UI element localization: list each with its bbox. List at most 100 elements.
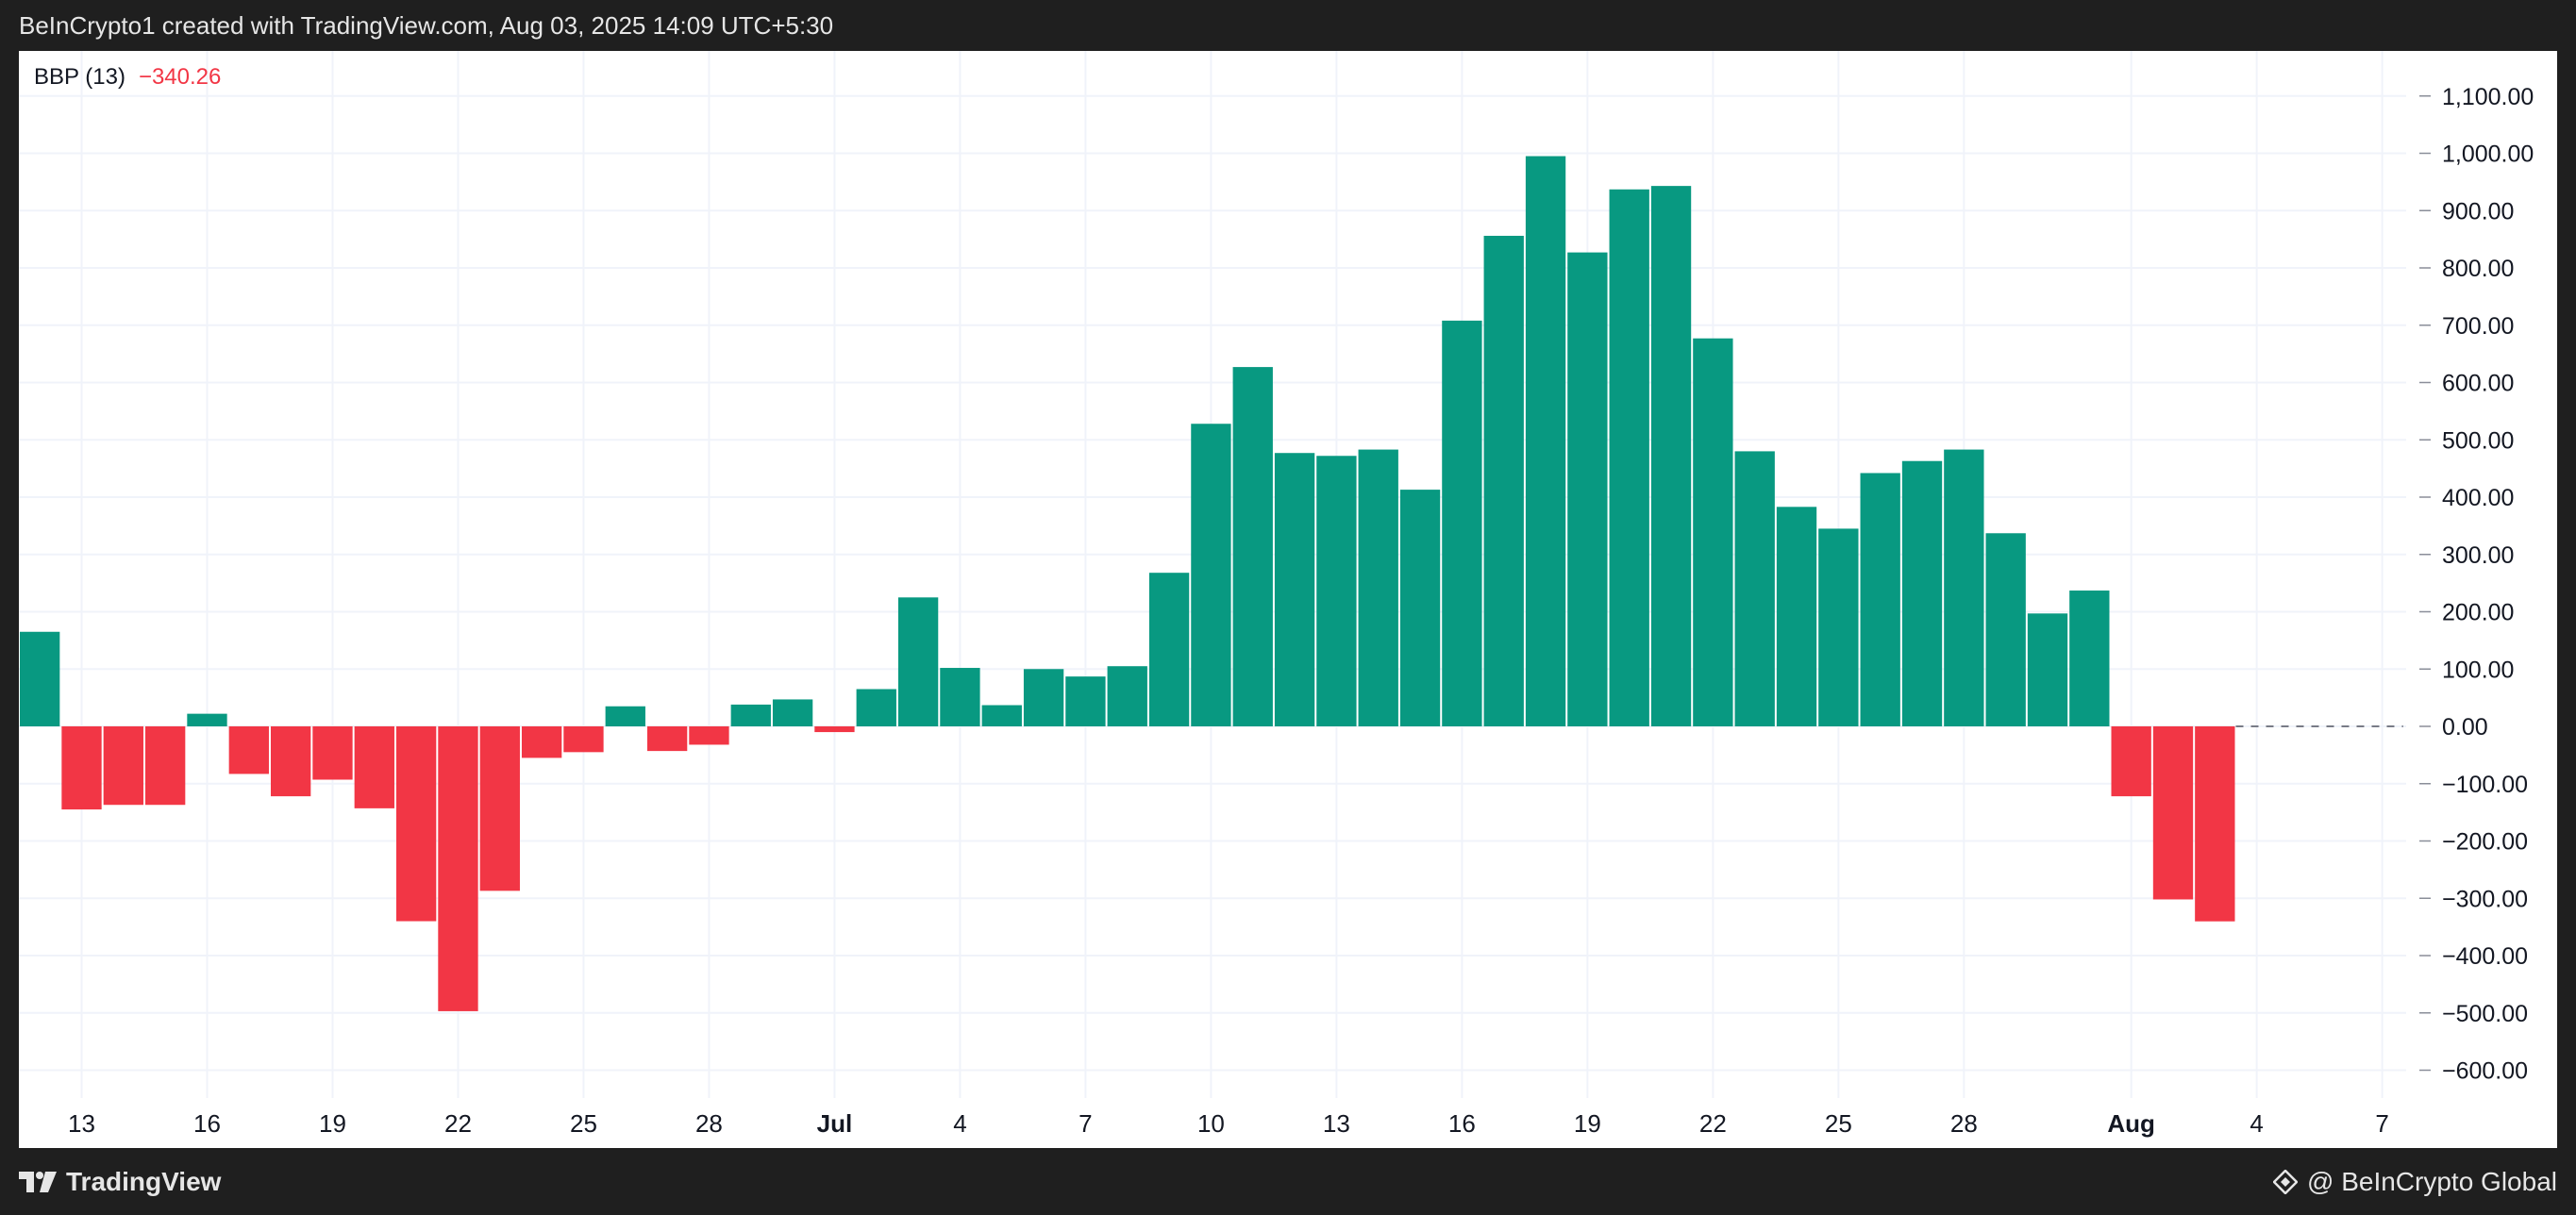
x-tick-label: 13: [68, 1109, 95, 1138]
bar-positive: [1483, 235, 1524, 727]
bar-positive: [940, 668, 980, 726]
bar-positive: [1065, 676, 1106, 726]
x-tick-label: 13: [1323, 1109, 1350, 1138]
bar-negative: [2111, 726, 2151, 797]
x-tick-label: 28: [695, 1109, 723, 1138]
y-tick-label: 900.00: [2442, 198, 2514, 225]
x-tick-label: 10: [1197, 1109, 1225, 1138]
tradingview-brand[interactable]: TradingView: [19, 1167, 221, 1197]
y-tick-label: −500.00: [2442, 1001, 2528, 1027]
bar-negative: [312, 726, 353, 780]
bar-positive: [897, 597, 939, 726]
bar-positive: [1650, 186, 1692, 726]
x-tick-label: Aug: [2107, 1109, 2155, 1138]
bar-negative: [521, 726, 562, 758]
x-tick-label: 7: [2375, 1109, 2388, 1138]
x-tick-label: 16: [1448, 1109, 1476, 1138]
x-tick-label: 7: [1079, 1109, 1092, 1138]
bar-negative: [395, 726, 437, 922]
bar-positive: [1148, 573, 1190, 726]
y-tick-label: 600.00: [2442, 371, 2514, 397]
indicator-legend[interactable]: BBP (13) −340.26: [34, 64, 221, 91]
credit: @ BeInCrypto Global: [2273, 1167, 2557, 1197]
x-tick-label: 25: [570, 1109, 597, 1138]
y-tick-label: 300.00: [2442, 542, 2514, 569]
diamond-logo-icon: [2273, 1169, 2298, 1194]
bar-positive: [1274, 453, 1315, 726]
bar-positive: [1525, 156, 1566, 727]
brand-label: TradingView: [66, 1166, 222, 1196]
bar-positive: [1191, 424, 1231, 726]
bar-positive: [730, 704, 771, 726]
bar-negative: [2152, 726, 2194, 900]
bar-positive: [1818, 528, 1859, 726]
chart-panel[interactable]: 1,100.00 1,000.00 900.00 800.00 700.00 600.00…: [19, 51, 2557, 1148]
y-tick-label: 1,100.00: [2442, 84, 2534, 110]
bar-negative: [2195, 726, 2235, 922]
bar-positive: [2069, 591, 2110, 726]
y-tick-label: 400.00: [2442, 485, 2514, 511]
y-tick-label: 100.00: [2442, 657, 2514, 683]
bar-positive: [1567, 252, 1608, 726]
bar-positive: [187, 713, 227, 726]
bar-negative: [479, 726, 520, 891]
y-tick-label: −400.00: [2442, 943, 2528, 970]
tradingview-logo-icon: [19, 1171, 57, 1192]
bar-positive: [1734, 451, 1775, 726]
x-tick-label: 22: [444, 1109, 472, 1138]
bar-positive: [1609, 189, 1649, 726]
x-tick-label: 22: [1699, 1109, 1727, 1138]
bar-negative: [563, 726, 604, 753]
bar-negative: [354, 726, 394, 808]
bar-positive: [1944, 449, 1984, 726]
credit-label: @ BeInCrypto Global: [2307, 1166, 2557, 1196]
bar-negative: [646, 726, 688, 752]
y-tick-label: 500.00: [2442, 427, 2514, 454]
bar-positive: [1693, 338, 1733, 726]
bar-positive: [1399, 490, 1441, 726]
x-tick-label: 19: [319, 1109, 346, 1138]
x-tick-label: Jul: [817, 1109, 853, 1138]
bar-negative: [438, 726, 478, 1011]
y-tick-label: 700.00: [2442, 313, 2514, 340]
caption: BeInCrypto1 created with TradingView.com…: [19, 11, 834, 40]
bar-positive: [605, 706, 645, 726]
bar-negative: [144, 726, 186, 806]
bar-negative: [270, 726, 311, 797]
bar-positive: [856, 689, 896, 726]
bar-positive: [1358, 449, 1398, 726]
bar-positive: [2027, 613, 2068, 726]
bar-positive: [1776, 507, 1817, 726]
y-tick-label: 800.00: [2442, 256, 2514, 282]
footer: TradingView @ BeInCrypto Global: [0, 1148, 2576, 1215]
x-tick-label: 4: [2250, 1109, 2263, 1138]
bar-positive: [1442, 320, 1482, 726]
bar-negative: [103, 726, 143, 806]
bar-positive: [981, 705, 1022, 726]
indicator-name: BBP (13): [34, 64, 125, 90]
y-tick-label: 0.00: [2442, 714, 2488, 741]
bar-positive: [1901, 460, 1943, 726]
bar-positive: [1985, 533, 2026, 726]
y-tick-label: 200.00: [2442, 600, 2514, 626]
bar-negative: [689, 726, 729, 745]
bar-negative: [61, 726, 102, 810]
y-tick-label: 1,000.00: [2442, 141, 2534, 168]
x-tick-label: 16: [193, 1109, 221, 1138]
y-tick-label: −100.00: [2442, 772, 2528, 798]
bar-positive: [1107, 666, 1147, 726]
bar-positive: [1860, 473, 1900, 726]
bbp-chart[interactable]: 1,100.00 1,000.00 900.00 800.00 700.00 600.00…: [19, 51, 2557, 1148]
y-tick-label: −300.00: [2442, 886, 2528, 912]
y-tick-label: −600.00: [2442, 1058, 2528, 1085]
x-tick-label: 25: [1825, 1109, 1852, 1138]
bar-negative: [228, 726, 269, 774]
bar-positive: [772, 699, 813, 726]
x-tick-label: 28: [1950, 1109, 1978, 1138]
x-tick-label: 19: [1574, 1109, 1601, 1138]
x-tick-label: 4: [953, 1109, 966, 1138]
bar-negative: [814, 726, 855, 733]
bar-positive: [1316, 456, 1357, 726]
bar-positive: [1023, 669, 1064, 726]
